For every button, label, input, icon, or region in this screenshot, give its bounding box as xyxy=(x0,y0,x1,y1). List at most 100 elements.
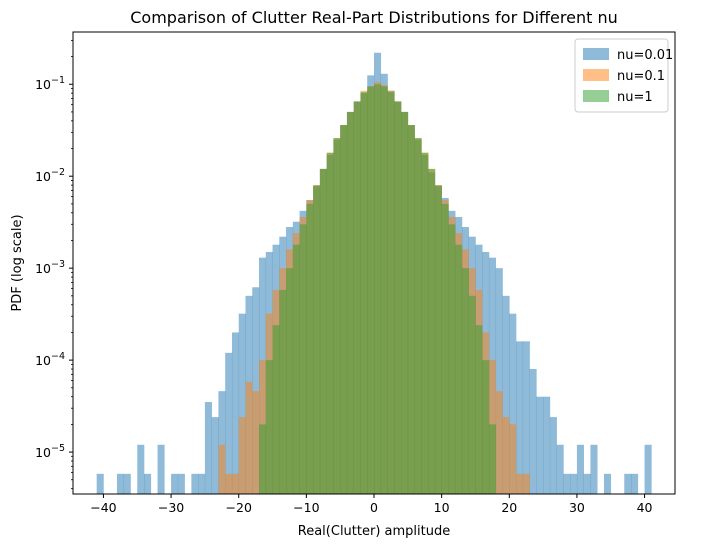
histogram-bar xyxy=(211,417,219,494)
histogram-bar xyxy=(387,92,395,495)
histogram-bar xyxy=(204,402,212,494)
y-tick-label: 10−1 xyxy=(35,75,65,92)
histogram-bar xyxy=(509,313,517,494)
histogram-bar xyxy=(624,473,632,494)
histogram-bar xyxy=(333,138,341,495)
histogram-bar xyxy=(171,473,179,494)
histogram-bar xyxy=(475,325,483,494)
histogram-bar xyxy=(502,295,510,494)
legend-label: nu=0.1 xyxy=(617,69,665,84)
histogram-bar xyxy=(455,244,463,494)
x-tick-label: −10 xyxy=(293,500,319,515)
histogram-bar xyxy=(353,101,361,494)
x-tick-label: 40 xyxy=(637,500,653,515)
histogram-bar xyxy=(495,391,503,494)
histogram-bar xyxy=(536,396,544,494)
x-tick-label: 10 xyxy=(434,500,450,515)
y-tick-label: 10−4 xyxy=(35,351,65,368)
histogram-bar xyxy=(259,424,267,494)
histogram-bar xyxy=(394,101,402,494)
histogram-bar xyxy=(191,473,199,494)
histogram-bar xyxy=(340,125,348,495)
histogram-bar xyxy=(576,444,584,494)
histogram-bar xyxy=(488,424,497,494)
histogram-bar xyxy=(603,473,612,494)
histogram-bar xyxy=(292,244,300,494)
legend-label: nu=1 xyxy=(617,90,653,105)
histogram-bar xyxy=(529,369,537,494)
histogram-bar xyxy=(502,417,510,494)
histogram-bar xyxy=(516,341,524,494)
histogram-bar xyxy=(495,268,503,494)
legend-label: nu=0.01 xyxy=(617,48,673,63)
histogram-bar xyxy=(326,152,334,495)
histogram-bar xyxy=(231,332,240,494)
plot-frame xyxy=(72,31,676,495)
y-tick-label: 10−5 xyxy=(35,443,65,460)
histogram-bar xyxy=(252,287,260,494)
histogram-bar xyxy=(96,473,104,494)
legend-swatch xyxy=(583,69,609,81)
y-tick-label: 10−3 xyxy=(35,259,65,276)
histogram-bar xyxy=(218,391,226,494)
x-tick-label: −40 xyxy=(90,500,116,515)
histogram-bar xyxy=(231,473,240,494)
histogram-bar xyxy=(313,186,321,494)
x-tick-label: 30 xyxy=(569,500,585,515)
histogram-bar xyxy=(225,473,233,494)
histogram-bar xyxy=(198,473,206,494)
histogram-bar xyxy=(299,224,307,495)
legend: nu=0.01 nu=0.1 nu=1 xyxy=(574,38,673,113)
histogram-bar xyxy=(177,473,185,494)
x-tick-label: 0 xyxy=(370,500,378,515)
y-axis: 10−5 10−4 10−3 10−2 10−1 xyxy=(35,39,73,490)
chart-title: Comparison of Clutter Real-Part Distribu… xyxy=(130,8,617,27)
histogram-bar xyxy=(448,224,456,495)
histogram-bar xyxy=(306,203,314,494)
histogram-bar xyxy=(238,313,246,494)
histogram-bar xyxy=(461,268,469,494)
histogram-bar xyxy=(360,92,368,495)
y-axis-label: PDF (log scale) xyxy=(10,214,25,311)
x-tick-label: −30 xyxy=(158,500,184,515)
x-axis-label: Real(Clutter) amplitude xyxy=(298,524,450,539)
histogram-bar xyxy=(509,424,517,494)
histogram-bar xyxy=(631,473,639,494)
histogram-bar xyxy=(549,417,557,494)
histogram-bar xyxy=(137,444,145,494)
histogram-bar xyxy=(286,268,294,494)
series-2 xyxy=(259,84,497,495)
histogram-bar xyxy=(468,295,476,494)
histogram-bar xyxy=(245,381,253,494)
histogram-bar xyxy=(407,125,415,495)
histogram-bar xyxy=(123,473,131,494)
histogram-bar xyxy=(319,168,327,495)
x-tick-label: 20 xyxy=(501,500,517,515)
histogram-bar xyxy=(441,203,449,494)
histogram-bar xyxy=(556,444,564,494)
histogram-bar xyxy=(218,444,226,494)
histogram-bar xyxy=(238,417,246,494)
plot-area xyxy=(96,52,652,495)
histogram-bar xyxy=(570,473,578,494)
histogram-bar xyxy=(482,360,490,494)
histogram-bar xyxy=(644,444,652,494)
histogram-bar xyxy=(225,352,233,494)
histogram-bar xyxy=(543,396,551,494)
x-tick-label: −20 xyxy=(226,500,252,515)
legend-swatch xyxy=(583,48,609,60)
histogram-bar xyxy=(590,444,598,494)
y-tick-label: 10−2 xyxy=(35,167,65,184)
histogram-bar xyxy=(157,444,165,494)
legend-swatch xyxy=(583,90,609,102)
histogram-bar xyxy=(522,341,530,494)
histogram-bar xyxy=(116,473,125,494)
histogram-bar xyxy=(414,138,422,495)
histogram-bar xyxy=(563,473,571,494)
histogram-bar xyxy=(367,86,375,495)
histogram-bar xyxy=(346,111,354,495)
histogram-bar xyxy=(516,473,524,494)
histogram-bar xyxy=(380,86,388,495)
histogram-bar xyxy=(522,473,530,494)
